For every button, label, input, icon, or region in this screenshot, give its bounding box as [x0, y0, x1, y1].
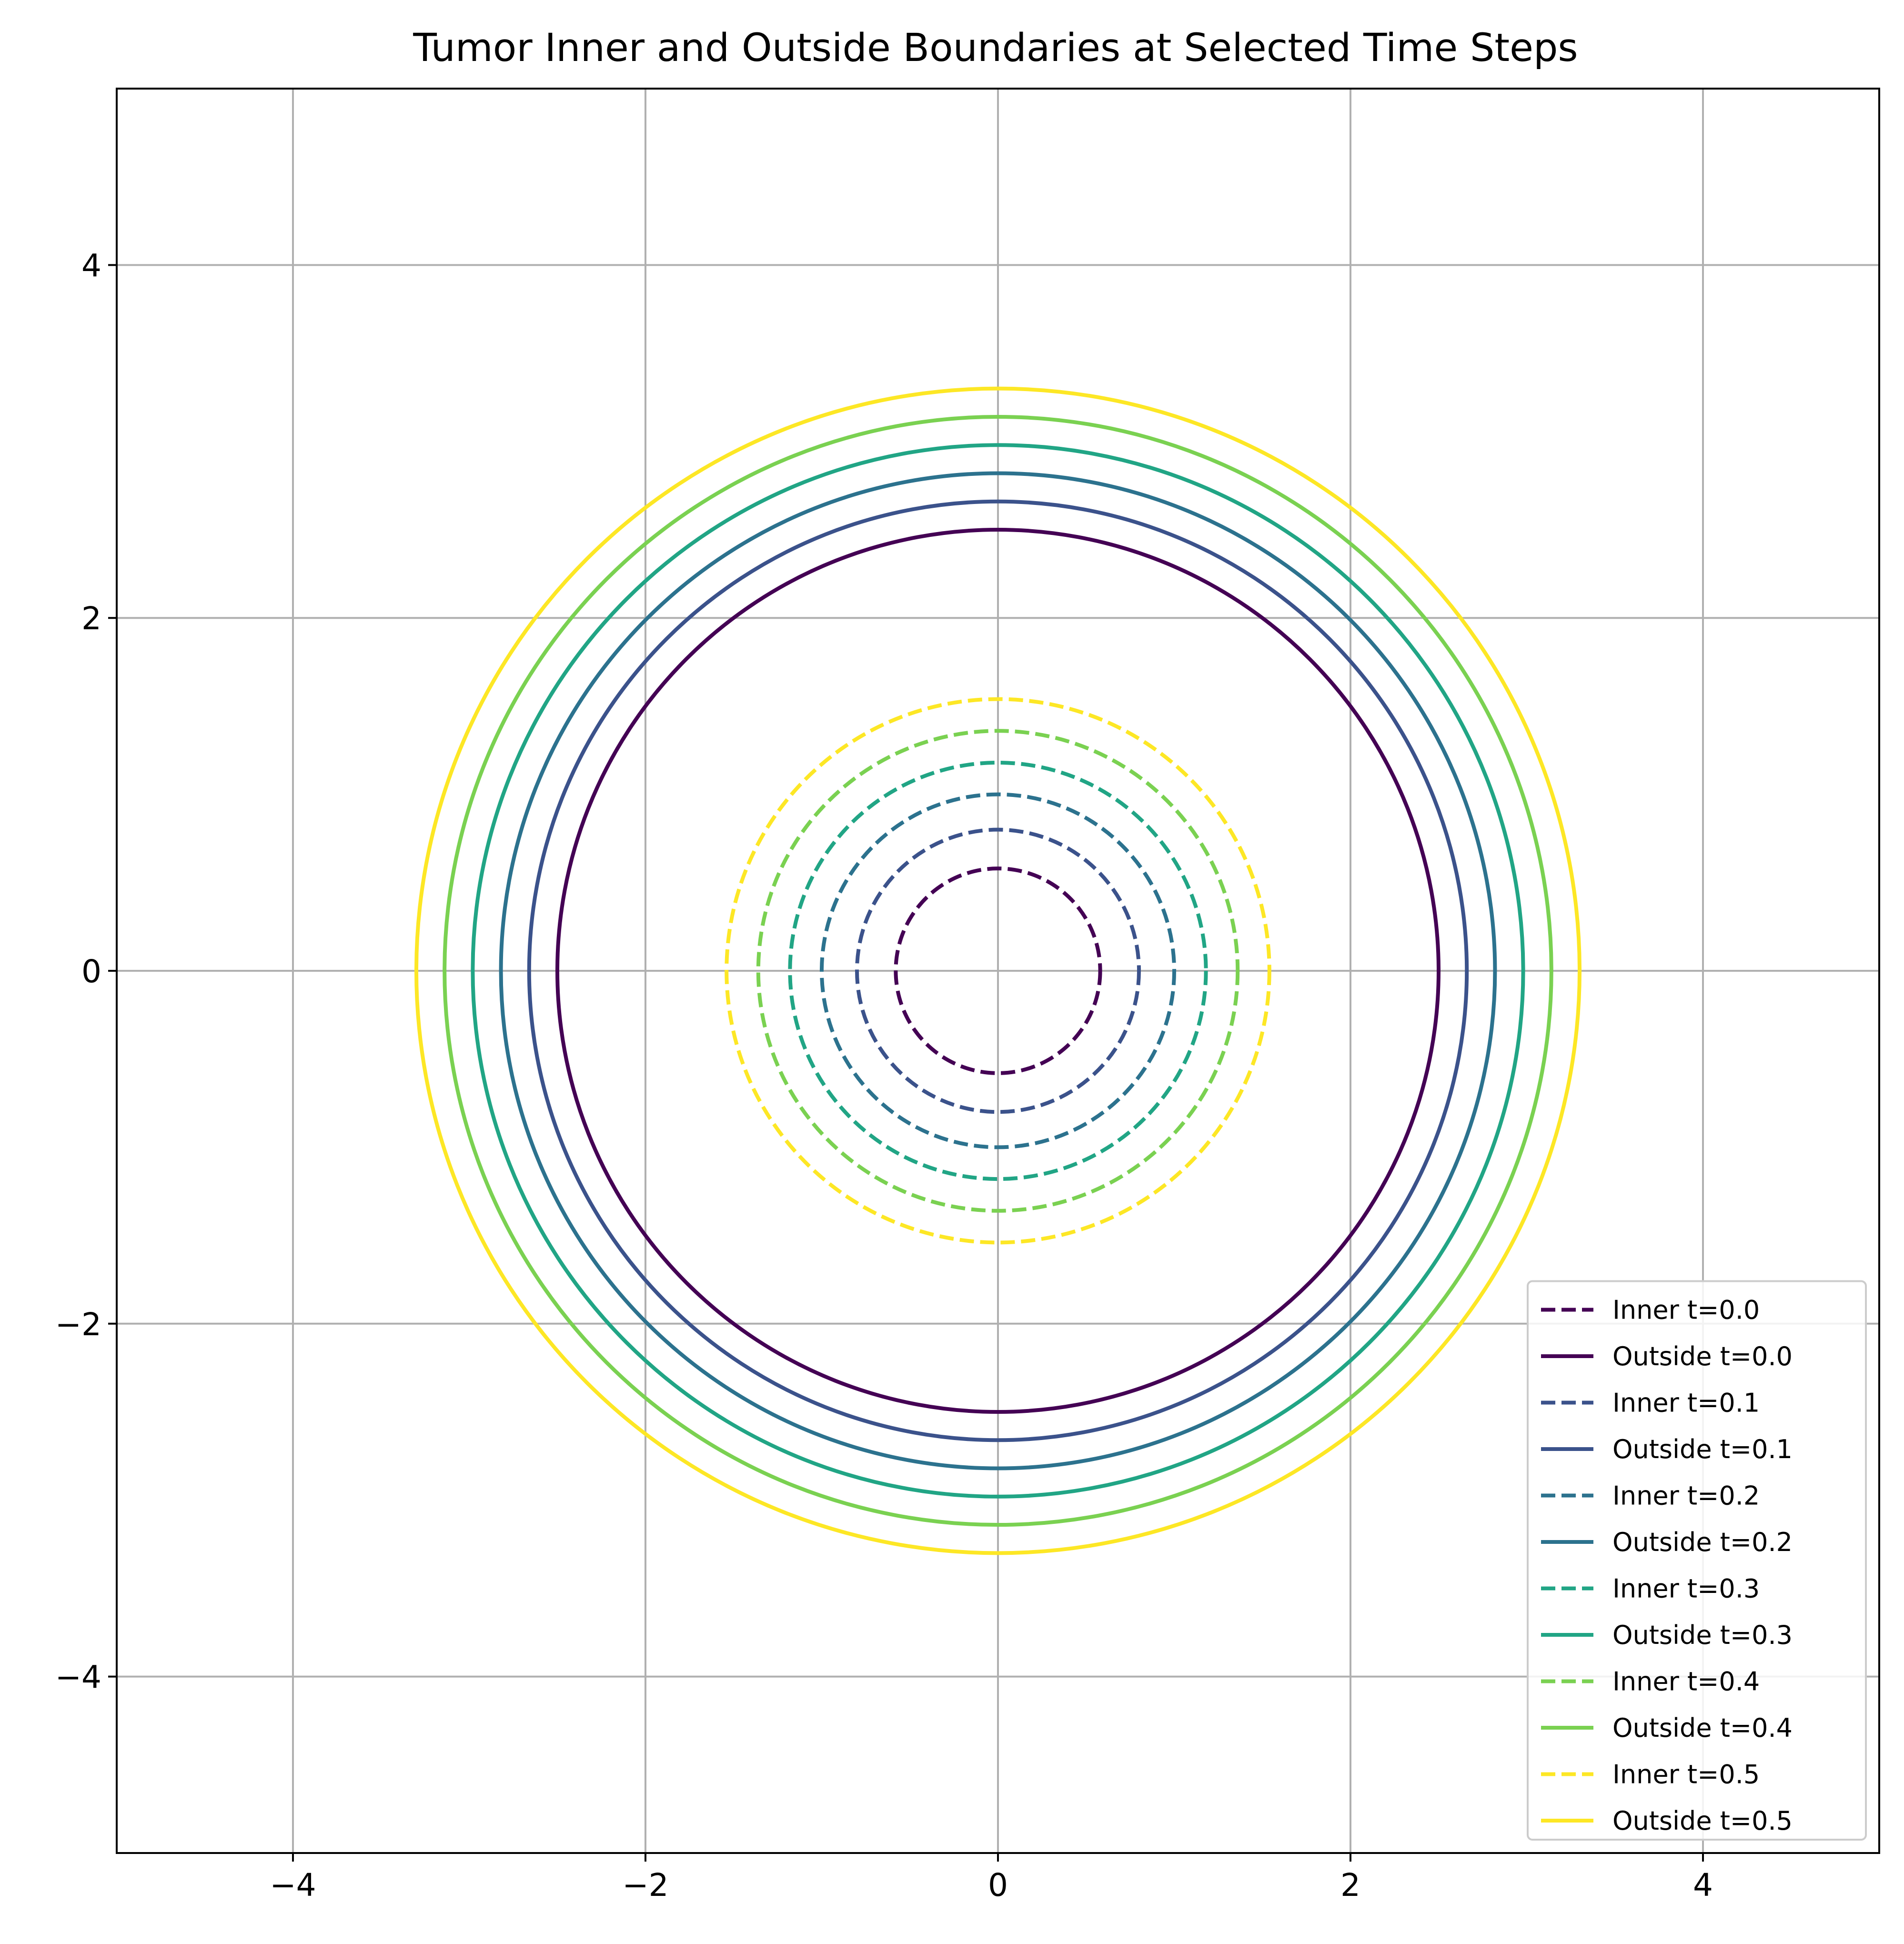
legend-label-6: Inner t=0.3 [1612, 1574, 1760, 1604]
x-tick-label-3: 2 [1340, 1867, 1360, 1904]
y-tick-label-0: −4 [55, 1659, 101, 1696]
legend-label-3: Outside t=0.1 [1612, 1434, 1793, 1464]
legend-label-1: Outside t=0.0 [1612, 1341, 1793, 1371]
legend-label-4: Inner t=0.2 [1612, 1481, 1760, 1511]
y-tick-label-3: 2 [81, 600, 101, 637]
legend-label-0: Inner t=0.0 [1612, 1295, 1760, 1325]
x-tick-label-2: 0 [988, 1867, 1008, 1904]
series-4-inner-t-0-2 [820, 792, 1176, 1149]
legend-label-7: Outside t=0.3 [1612, 1620, 1793, 1650]
legend-label-9: Outside t=0.4 [1612, 1713, 1793, 1743]
series-7-outside-t-0-3 [471, 443, 1525, 1499]
series-2-inner-t-0-1 [855, 827, 1141, 1114]
series-11-outside-t-0-5 [414, 386, 1582, 1555]
legend-label-8: Inner t=0.4 [1612, 1667, 1760, 1697]
series-10-inner-t-0-5 [725, 697, 1271, 1245]
series-5-outside-t-0-2 [499, 471, 1497, 1471]
legend: Inner t=0.0 Outside t=0.0 Inner t=0.1 Outsi… [1527, 1280, 1867, 1841]
legend-label-5: Outside t=0.2 [1612, 1527, 1793, 1557]
series-8-inner-t-0-4 [756, 729, 1240, 1213]
y-tick-label-4: 4 [81, 247, 101, 284]
x-tick-label-4: 4 [1693, 1867, 1713, 1904]
series-0-inner-t-0-0 [894, 866, 1102, 1075]
series-6-inner-t-0-3 [788, 760, 1208, 1181]
y-tick-label-1: −2 [55, 1306, 101, 1343]
series-9-outside-t-0-4 [443, 414, 1553, 1527]
legend-label-10: Inner t=0.5 [1612, 1760, 1760, 1790]
series-1-outside-t-0-0 [555, 528, 1441, 1414]
x-tick-label-0: −4 [270, 1867, 316, 1904]
x-tick-label-1: −2 [622, 1867, 668, 1904]
ticks: −4 −2 0 2 4 −4 −2 0 2 4 [55, 247, 1713, 1904]
legend-label-11: Outside t=0.5 [1612, 1806, 1793, 1836]
series-3-outside-t-0-1 [527, 499, 1469, 1442]
series-group [414, 386, 1582, 1555]
y-tick-label-2: 0 [81, 953, 101, 990]
legend-label-2: Inner t=0.1 [1612, 1388, 1760, 1418]
legend-box [1527, 1280, 1867, 1841]
chart-title: Tumor Inner and Outside Boundaries at Se… [413, 26, 1578, 71]
